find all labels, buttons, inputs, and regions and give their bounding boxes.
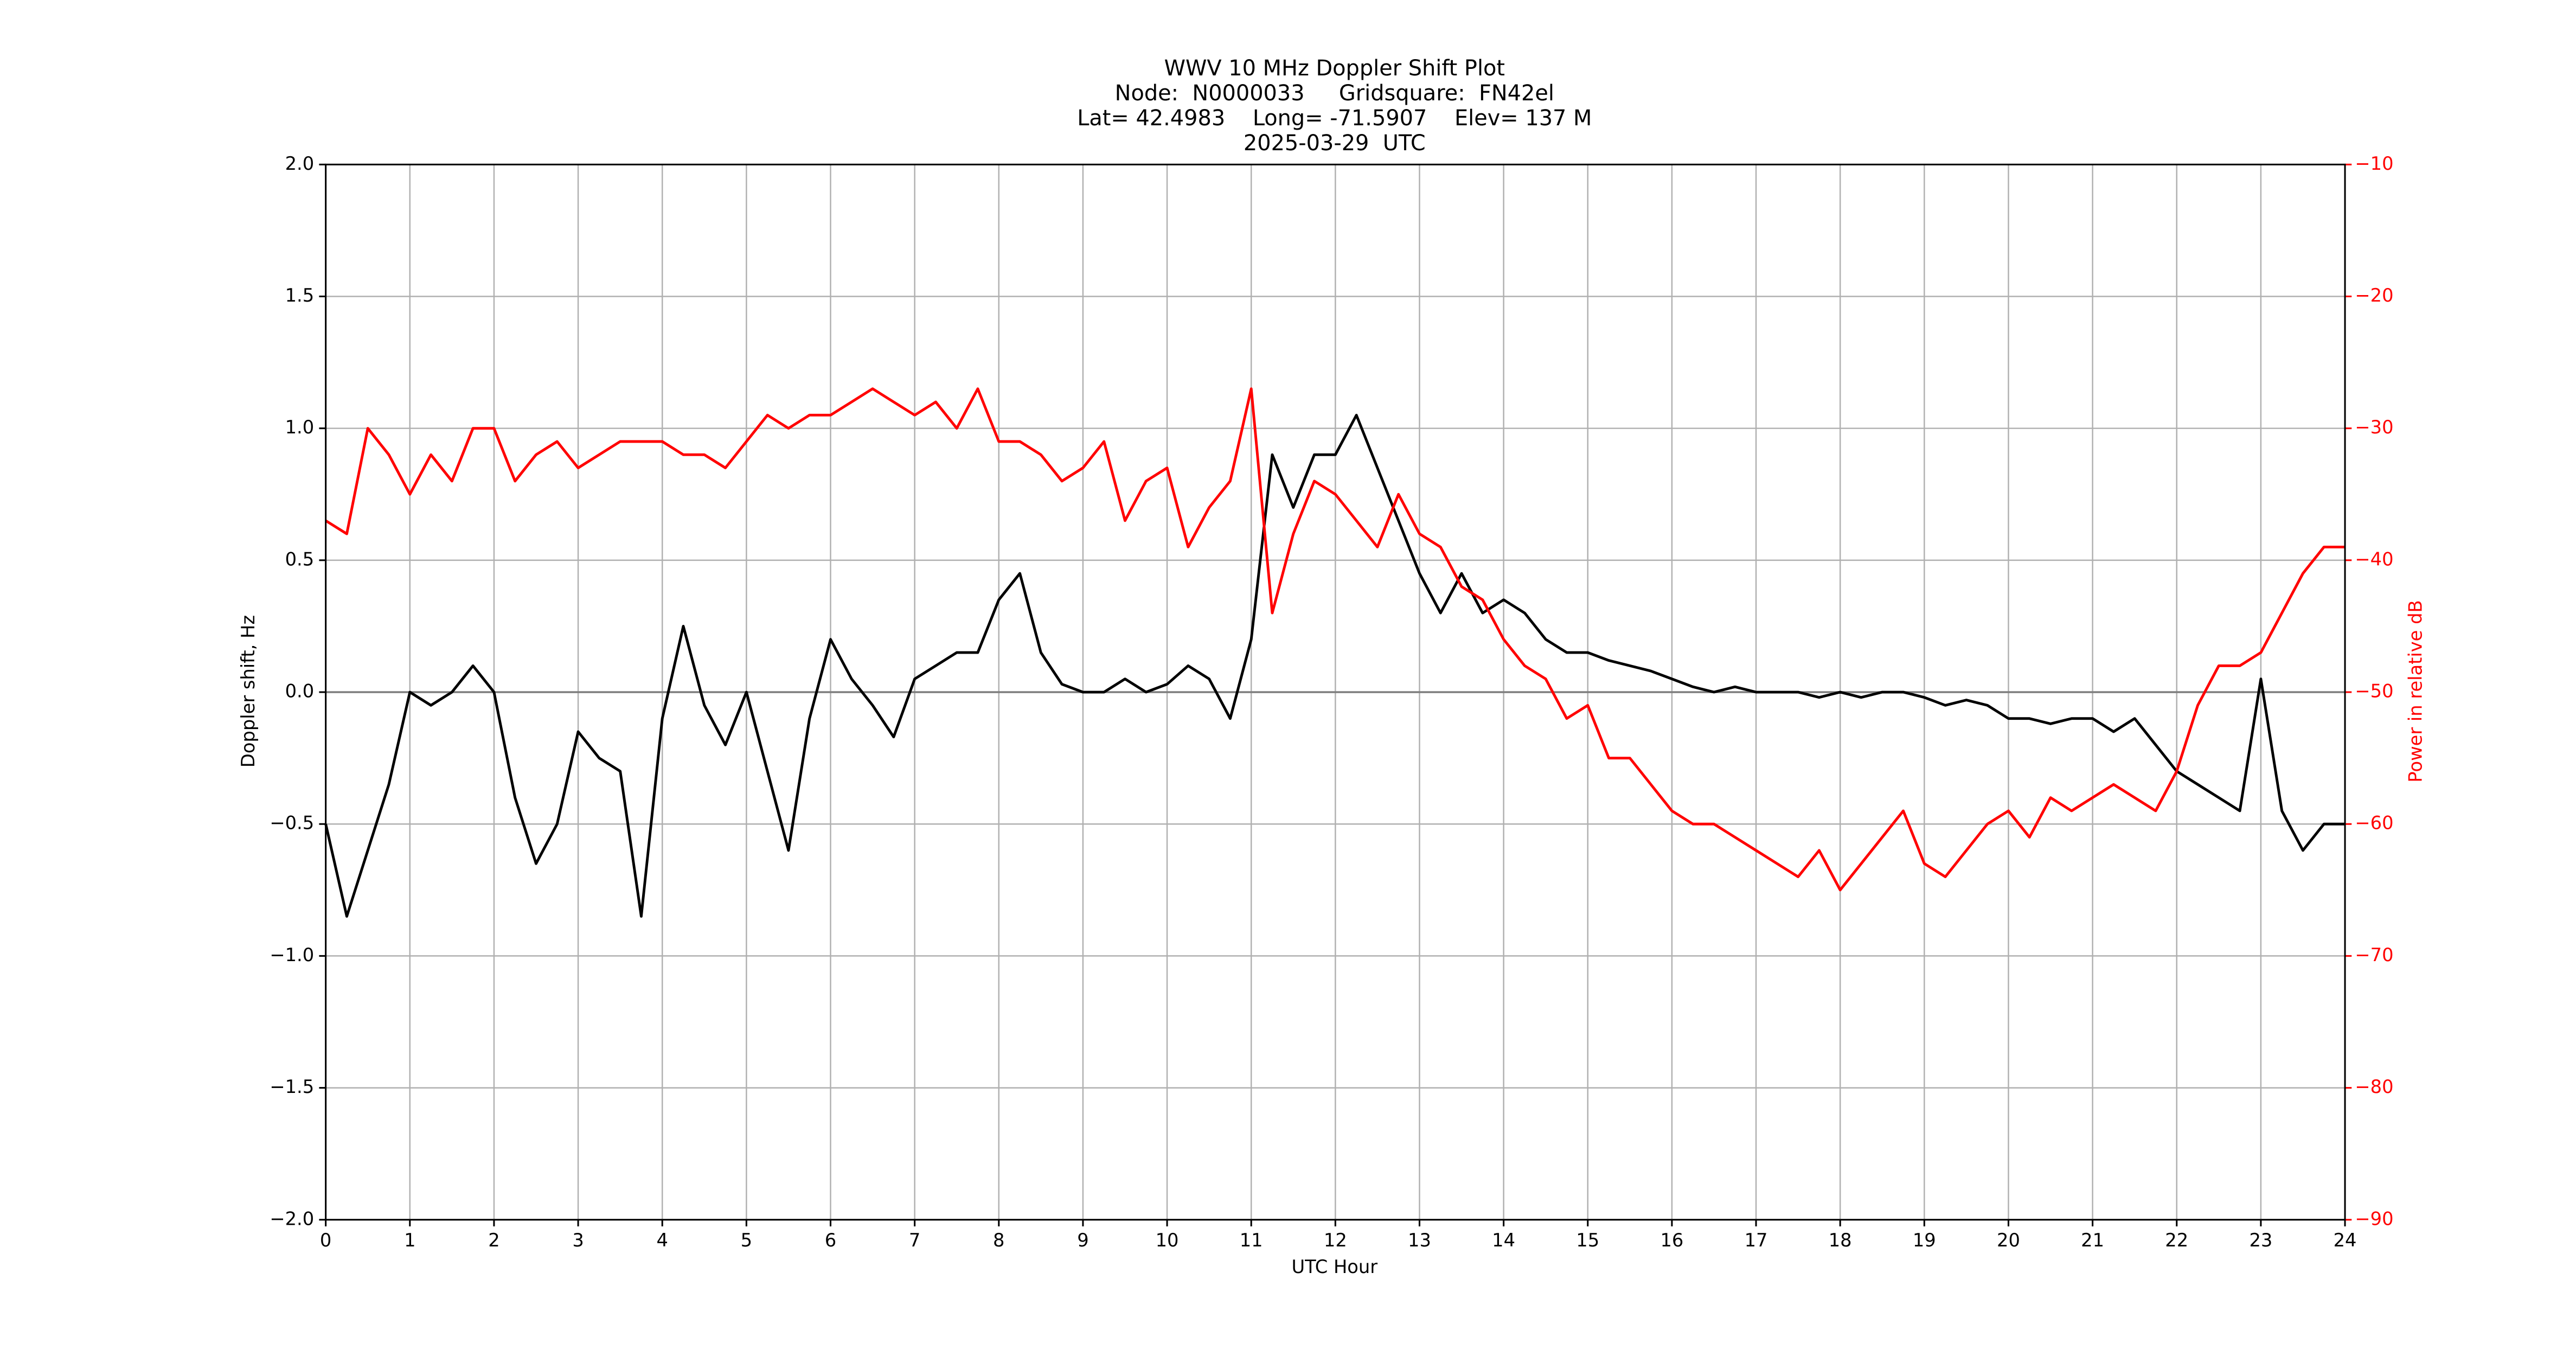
x-tick-label: 24 <box>2334 1230 2357 1251</box>
x-tick-label: 15 <box>1576 1230 1599 1251</box>
y2-tick-label: −70 <box>2355 944 2393 965</box>
y2-tick-label: −90 <box>2355 1208 2393 1229</box>
y2-tick-label: −80 <box>2355 1076 2393 1097</box>
y-tick-label: 0.0 <box>285 681 315 702</box>
x-tick-label: 5 <box>741 1230 752 1251</box>
y-tick-label: −1.5 <box>270 1076 314 1097</box>
x-tick-label: 8 <box>993 1230 1004 1251</box>
x-axis-label: UTC Hour <box>1291 1256 1377 1277</box>
x-tick-label: 2 <box>488 1230 499 1251</box>
x-tick-label: 21 <box>2081 1230 2104 1251</box>
y-tick-label: 1.5 <box>285 285 315 306</box>
y-tick-label: 2.0 <box>285 153 315 174</box>
x-tick-label: 14 <box>1492 1230 1515 1251</box>
y-axis-label: Doppler shift, Hz <box>238 615 259 767</box>
x-tick-label: 17 <box>1745 1230 1768 1251</box>
y-tick-label: −1.0 <box>270 944 314 965</box>
x-tick-label: 18 <box>1829 1230 1852 1251</box>
x-tick-label: 7 <box>909 1230 920 1251</box>
y2-tick-label: −50 <box>2355 681 2393 702</box>
chart-subtitle: 2025-03-29 UTC <box>1244 131 1426 156</box>
y2-tick-label: −20 <box>2355 285 2393 306</box>
chart-subtitle: Node: N0000033 Gridsquare: FN42el <box>1115 81 1554 106</box>
x-tick-label: 10 <box>1156 1230 1179 1251</box>
x-tick-label: 19 <box>1913 1230 1936 1251</box>
x-tick-label: 0 <box>320 1230 331 1251</box>
y2-tick-label: −30 <box>2355 417 2393 438</box>
x-tick-label: 13 <box>1408 1230 1431 1251</box>
plot-frame <box>325 163 2346 1221</box>
data-line <box>324 413 2346 918</box>
chart-subtitle: Lat= 42.4983 Long= -71.5907 Elev= 137 M <box>1077 106 1592 131</box>
x-tick-label: 11 <box>1240 1230 1263 1251</box>
y2-tick-label: −60 <box>2355 813 2393 834</box>
x-tick-label: 6 <box>825 1230 836 1251</box>
data-line <box>325 387 2346 892</box>
y2-tick-label: −40 <box>2355 548 2393 570</box>
y-tick-label: 0.5 <box>285 548 315 570</box>
y2-axis-label: Power in relative dB <box>2405 600 2426 782</box>
x-tick-label: 1 <box>404 1230 415 1251</box>
chart-title: WWV 10 MHz Doppler Shift Plot <box>1164 56 1505 81</box>
x-tick-label: 20 <box>1997 1230 2020 1251</box>
x-tick-label: 23 <box>2249 1230 2272 1251</box>
x-tick-label: 9 <box>1077 1230 1088 1251</box>
x-tick-label: 16 <box>1660 1230 1683 1251</box>
x-tick-label: 4 <box>656 1230 668 1251</box>
y-tick-label: 1.0 <box>285 417 315 438</box>
y-tick-label: −2.0 <box>270 1208 314 1229</box>
x-tick-label: 12 <box>1324 1230 1347 1251</box>
y2-tick-label: −10 <box>2355 153 2393 174</box>
x-tick-label: 3 <box>572 1230 584 1251</box>
y-tick-label: −0.5 <box>270 813 314 834</box>
x-tick-label: 22 <box>2165 1230 2188 1251</box>
